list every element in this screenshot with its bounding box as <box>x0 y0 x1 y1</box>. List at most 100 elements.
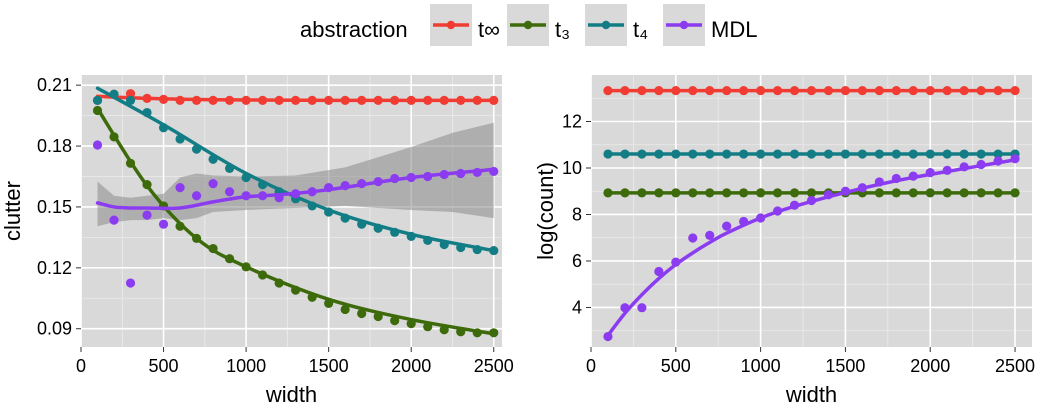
data-point <box>456 242 466 253</box>
data-point <box>390 95 400 105</box>
legend-key-dot <box>446 20 456 30</box>
data-point <box>142 210 152 220</box>
legend-title: abstraction <box>300 17 408 42</box>
data-point <box>942 165 952 175</box>
data-point <box>158 219 169 229</box>
x-tick-label: 1500 <box>825 356 865 376</box>
data-point <box>224 163 235 173</box>
data-point <box>993 149 1003 159</box>
y-axis-title: clutter <box>0 181 25 241</box>
data-point <box>423 322 433 332</box>
data-point <box>406 319 416 329</box>
legend-item-0: t∞ <box>430 4 500 46</box>
series-3 <box>92 140 499 288</box>
data-point <box>406 172 416 183</box>
data-point <box>688 233 698 243</box>
data-point <box>908 171 918 181</box>
data-point <box>688 149 698 159</box>
data-point <box>340 304 350 315</box>
data-point <box>756 85 766 96</box>
legend-label: t∞ <box>478 17 500 42</box>
x-tick-label: 2500 <box>474 356 514 376</box>
data-point <box>637 188 647 198</box>
x-tick-label: 1000 <box>226 356 266 376</box>
data-point <box>125 278 136 288</box>
data-point <box>840 186 851 196</box>
data-point <box>125 158 136 168</box>
data-point <box>291 189 301 199</box>
data-point <box>258 95 268 105</box>
data-point <box>806 188 817 198</box>
data-point <box>925 168 935 178</box>
x-tick-label: 500 <box>661 356 691 376</box>
data-point <box>603 331 613 342</box>
data-point <box>472 167 482 178</box>
data-point <box>874 177 884 187</box>
data-point <box>705 230 715 241</box>
y-tick-label: 10 <box>562 158 582 178</box>
data-point <box>857 183 867 193</box>
y-tick-label: 8 <box>572 204 582 224</box>
data-point <box>274 278 284 288</box>
data-point <box>823 190 834 200</box>
data-point <box>208 95 218 105</box>
data-point <box>142 180 152 190</box>
data-point <box>942 85 952 96</box>
data-point <box>489 245 499 256</box>
data-point <box>671 149 681 159</box>
data-point <box>373 95 383 105</box>
plot-background <box>591 75 1032 347</box>
data-point <box>620 303 630 313</box>
data-point <box>620 188 630 198</box>
data-point <box>158 94 169 104</box>
data-point <box>840 85 851 96</box>
data-point <box>423 171 433 182</box>
data-point <box>208 178 218 189</box>
data-point <box>456 327 466 337</box>
x-tick-label: 2000 <box>391 356 431 376</box>
data-point <box>925 149 935 159</box>
data-point <box>739 216 749 227</box>
data-point <box>908 149 918 159</box>
x-tick-label: 1500 <box>309 356 349 376</box>
series-1 <box>92 105 499 338</box>
data-point <box>175 183 185 193</box>
data-point <box>654 149 664 159</box>
legend-key-dot <box>601 20 611 30</box>
data-point <box>823 85 834 96</box>
data-point <box>993 188 1003 198</box>
data-point <box>390 316 400 326</box>
data-point <box>756 188 766 198</box>
data-point <box>705 85 715 96</box>
data-point <box>1010 188 1020 198</box>
data-point <box>806 149 817 159</box>
data-point <box>373 223 383 233</box>
data-point <box>109 89 119 99</box>
data-point <box>908 188 918 198</box>
data-point <box>258 270 268 280</box>
data-point <box>224 95 235 105</box>
data-point <box>307 201 317 211</box>
data-point <box>92 95 103 105</box>
data-point <box>423 95 433 105</box>
data-point <box>739 85 749 96</box>
data-point <box>373 176 383 187</box>
x-tick-label: 0 <box>586 356 596 376</box>
data-point <box>456 95 466 105</box>
data-point <box>891 149 901 159</box>
data-point <box>158 123 169 133</box>
data-point <box>620 85 630 96</box>
data-point <box>439 95 449 105</box>
data-point <box>722 221 732 231</box>
data-point <box>439 169 449 180</box>
data-point <box>175 95 185 105</box>
data-point <box>722 85 732 96</box>
data-point <box>857 149 867 159</box>
data-point <box>241 191 251 201</box>
data-point <box>125 95 136 105</box>
data-point <box>406 95 416 105</box>
data-point <box>840 149 851 159</box>
data-point <box>224 187 235 197</box>
data-point <box>620 149 630 159</box>
